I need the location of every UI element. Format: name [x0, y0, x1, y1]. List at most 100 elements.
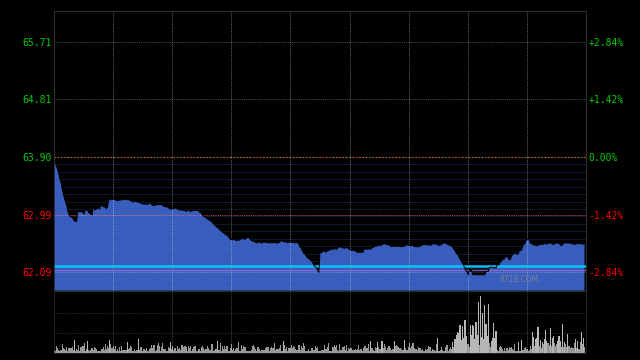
Bar	[342, 347, 344, 353]
Bar	[427, 349, 428, 353]
Bar	[209, 350, 210, 353]
Bar	[476, 323, 477, 353]
Bar	[380, 349, 381, 353]
Bar	[264, 350, 265, 353]
Bar	[525, 347, 526, 353]
Bar	[330, 351, 332, 353]
Bar	[234, 351, 236, 353]
Bar	[67, 351, 68, 353]
Bar	[450, 347, 451, 353]
Bar	[73, 350, 74, 353]
Bar	[90, 350, 92, 353]
Bar	[161, 347, 163, 353]
Bar	[283, 341, 284, 353]
Bar	[454, 339, 456, 353]
Bar	[577, 341, 579, 353]
Bar	[182, 345, 183, 353]
Bar	[282, 351, 283, 353]
Bar	[527, 351, 529, 353]
Bar	[202, 346, 204, 353]
Bar	[96, 349, 97, 353]
Bar	[500, 346, 501, 353]
Bar	[523, 350, 524, 353]
Bar	[541, 348, 542, 353]
Bar	[403, 350, 404, 353]
Bar	[448, 351, 449, 353]
Bar	[452, 342, 453, 353]
Bar	[392, 349, 394, 353]
Bar	[292, 348, 293, 353]
Bar	[245, 347, 246, 353]
Bar	[327, 347, 328, 353]
Bar	[503, 351, 504, 353]
Bar	[390, 348, 392, 353]
Bar	[298, 346, 300, 353]
Bar	[337, 350, 339, 353]
Bar	[158, 343, 159, 353]
Bar	[58, 350, 60, 353]
Bar	[555, 346, 556, 353]
Bar	[317, 347, 318, 353]
Bar	[187, 351, 188, 353]
Bar	[137, 350, 138, 353]
Bar	[79, 351, 81, 353]
Bar	[124, 350, 125, 353]
Bar	[545, 330, 547, 353]
Bar	[221, 351, 222, 353]
Bar	[236, 348, 237, 353]
Bar	[526, 349, 527, 353]
Bar	[61, 344, 63, 353]
Bar	[85, 351, 86, 353]
Bar	[307, 351, 308, 353]
Bar	[456, 335, 457, 353]
Bar	[406, 350, 407, 353]
Bar	[531, 349, 532, 353]
Bar	[381, 341, 383, 353]
Bar	[463, 338, 465, 353]
Bar	[271, 347, 272, 353]
Bar	[416, 349, 417, 353]
Bar	[259, 349, 260, 353]
Bar	[243, 346, 244, 353]
Bar	[278, 348, 280, 353]
Bar	[253, 345, 254, 353]
Bar	[89, 351, 90, 353]
Bar	[383, 344, 385, 353]
Bar	[412, 343, 413, 353]
Bar	[410, 348, 412, 353]
Bar	[395, 346, 396, 353]
Bar	[473, 326, 474, 353]
Bar	[219, 350, 220, 353]
Bar	[301, 347, 303, 353]
Bar	[276, 349, 277, 353]
Bar	[336, 345, 337, 353]
Bar	[492, 338, 493, 353]
Bar	[424, 349, 426, 353]
Bar	[109, 341, 110, 353]
Bar	[323, 350, 324, 353]
Bar	[326, 349, 327, 353]
Bar	[538, 327, 539, 353]
Bar	[420, 348, 421, 353]
Bar	[471, 335, 472, 353]
Bar	[172, 346, 173, 353]
Bar	[562, 324, 563, 353]
Bar	[107, 346, 108, 353]
Bar	[451, 349, 452, 353]
Bar	[400, 348, 401, 353]
Bar	[286, 347, 287, 353]
Bar	[576, 348, 577, 353]
Bar	[134, 351, 136, 353]
Bar	[118, 351, 119, 353]
Bar	[491, 341, 492, 353]
Bar	[417, 350, 418, 353]
Bar	[346, 345, 347, 353]
Bar	[571, 347, 572, 353]
Bar	[453, 347, 454, 353]
Bar	[102, 347, 104, 353]
Bar	[250, 351, 251, 353]
Bar	[151, 345, 152, 353]
Bar	[241, 345, 242, 353]
Bar	[334, 345, 335, 353]
Bar	[105, 345, 106, 353]
